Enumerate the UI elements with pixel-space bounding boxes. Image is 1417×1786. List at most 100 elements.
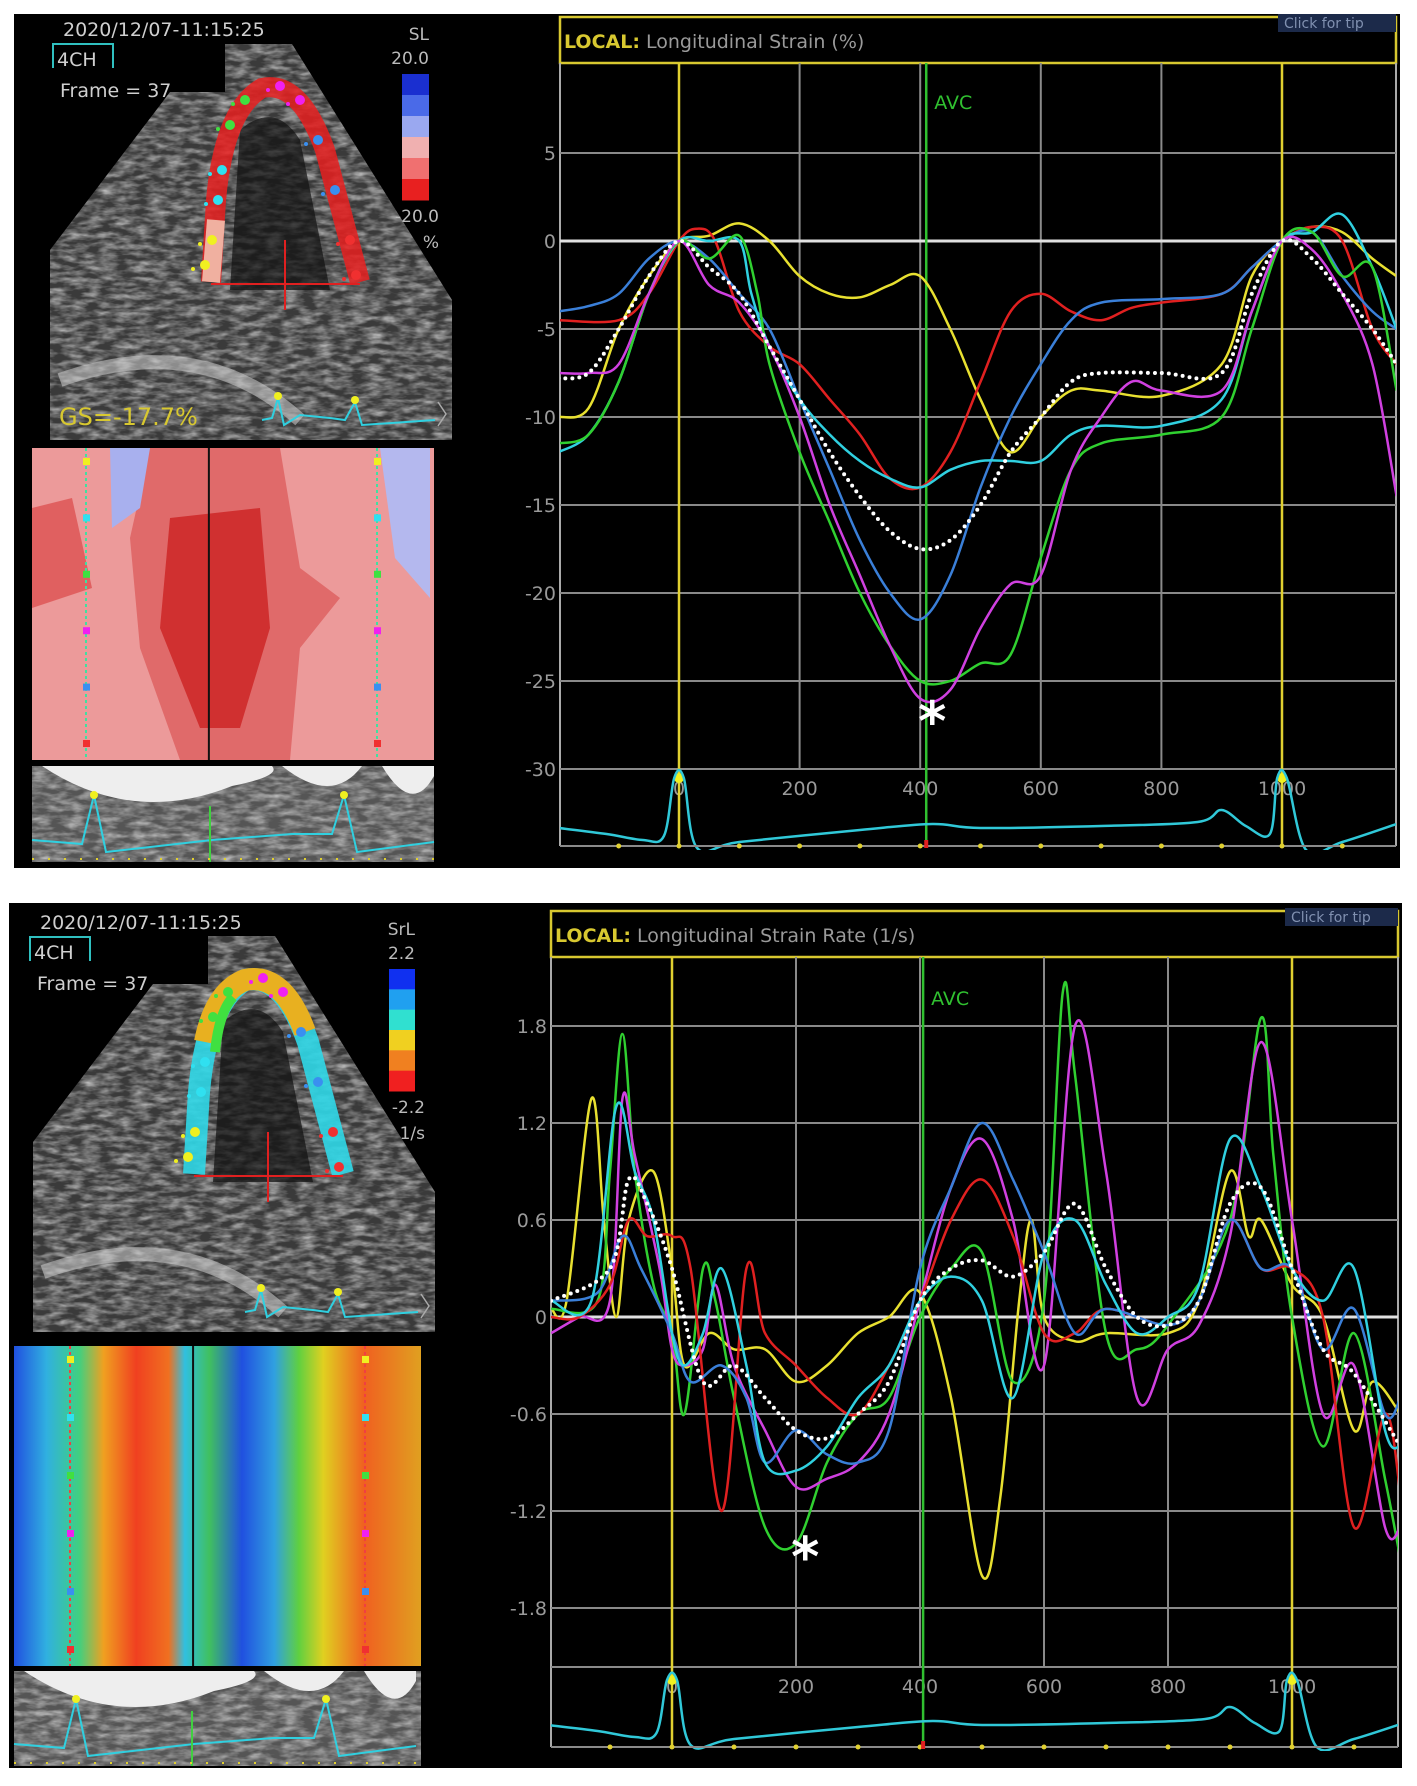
- segment-marker: [67, 1646, 74, 1653]
- view-box: [29, 936, 91, 961]
- tracking-point: [223, 987, 233, 997]
- segment-marker: [374, 627, 381, 635]
- time-tick: [676, 843, 682, 849]
- next-beat-icon[interactable]: [437, 401, 447, 427]
- time-tick: [1103, 1744, 1109, 1750]
- tracking-point: [199, 1019, 203, 1023]
- tracking-point: [275, 81, 285, 91]
- x-tick-label: 600: [1026, 1676, 1062, 1698]
- tracking-point: [296, 1027, 306, 1037]
- colorbar-title: SrL: [388, 920, 416, 940]
- colorbar-segment: [402, 158, 429, 180]
- current-frame-marker: [924, 840, 929, 848]
- colorbar-segment: [402, 116, 429, 138]
- tracking-point: [191, 1064, 195, 1068]
- tracking-point: [208, 1012, 218, 1022]
- tracking-point: [198, 242, 202, 246]
- y-tick-label: 0: [535, 1307, 547, 1329]
- time-tick: [978, 843, 983, 849]
- myocardium-segment: [202, 219, 225, 283]
- average-strain-curve: [551, 1174, 1398, 1447]
- click-for-tip-button[interactable]: [1285, 908, 1398, 926]
- tracking-point: [269, 994, 273, 998]
- ecg-marker: [72, 1695, 80, 1703]
- segment-marker: [374, 740, 381, 747]
- tracking-point: [191, 267, 195, 271]
- time-tick: [857, 843, 863, 849]
- time-tick: [917, 843, 923, 849]
- mmode-ecg-trace: [31, 791, 435, 854]
- segment-marker: [374, 458, 381, 465]
- peak-annotation-asterisk: *: [918, 690, 946, 753]
- peak-annotation-asterisk: *: [791, 1525, 819, 1588]
- time-tick: [1041, 1744, 1047, 1750]
- colorbar-segment: [402, 179, 429, 201]
- time-tick: [669, 1744, 675, 1750]
- mmode-region: [160, 508, 270, 728]
- time-tick: [1289, 1744, 1295, 1750]
- time-tick: [793, 1744, 799, 1750]
- x-tick-label: 400: [902, 1676, 938, 1698]
- tracking-point: [342, 277, 346, 281]
- time-tick: [1227, 1744, 1233, 1750]
- y-tick-label: 0.6: [517, 1210, 547, 1232]
- tracking-point: [181, 1134, 185, 1138]
- chart-title-box: [549, 909, 1400, 959]
- ecg-marker: [274, 392, 282, 400]
- colorbar-segment: [402, 74, 429, 96]
- tracking-point: [313, 1077, 323, 1087]
- chart-title-prefix: LOCAL:: [564, 31, 640, 53]
- segment-strain-curve: [551, 1121, 1398, 1465]
- tracking-point: [313, 135, 323, 145]
- mmode-strain-rate-map: [14, 1346, 421, 1666]
- time-tick: [736, 843, 742, 849]
- segment-marker: [83, 458, 90, 465]
- tracking-point: [336, 242, 340, 246]
- x-tick-label: 800: [1150, 1676, 1186, 1698]
- y-tick-label: 1.8: [517, 1016, 547, 1038]
- y-tick-label: -10: [525, 407, 556, 429]
- y-tick-label: -5: [537, 319, 556, 341]
- segment-marker: [362, 1414, 369, 1421]
- ecg-trace: [560, 768, 1396, 850]
- time-tick: [1351, 1744, 1357, 1750]
- current-frame-marker: [921, 1741, 926, 1749]
- segment-marker: [362, 1530, 369, 1537]
- tracking-point: [200, 1057, 210, 1067]
- tracking-point: [278, 987, 288, 997]
- y-tick-label: -15: [525, 495, 556, 517]
- colorbar-min: -2.2: [392, 1098, 425, 1118]
- ecg-marker: [257, 1284, 265, 1292]
- mmode-bright-structure: [264, 1671, 416, 1699]
- colorbar-segment: [389, 1050, 415, 1072]
- tracking-point: [321, 192, 325, 196]
- ecg-marker: [351, 396, 359, 404]
- next-beat-icon[interactable]: [420, 1293, 430, 1319]
- colorbar-segment: [389, 969, 415, 990]
- ecg-r-wave-marker: [674, 773, 684, 783]
- colorbar-segment: [389, 989, 415, 1011]
- colorbar-segment: [389, 1030, 415, 1051]
- time-tick: [1158, 843, 1164, 849]
- y-tick-label: -30: [525, 759, 556, 781]
- segment-strain-curve: [551, 1096, 1398, 1580]
- echo-bright-band: [57, 355, 305, 426]
- view-label: 4CH: [57, 49, 97, 71]
- echo-image: [50, 44, 452, 440]
- colorbar-segment: [402, 137, 429, 159]
- lv-cavity: [213, 1009, 313, 1182]
- tracking-point: [351, 270, 361, 280]
- frame-label: Frame = 37: [60, 80, 171, 102]
- tracking-point: [258, 973, 268, 983]
- tracking-point: [214, 994, 218, 998]
- x-tick-label: 400: [902, 778, 938, 800]
- tracking-point: [328, 1127, 338, 1137]
- y-tick-label: -1.2: [510, 1501, 547, 1523]
- tracking-point: [286, 102, 290, 106]
- ecg-marker: [90, 791, 98, 799]
- segment-marker: [67, 1414, 74, 1421]
- click-for-tip-button[interactable]: [1278, 14, 1396, 32]
- timestamp: 2020/12/07-11:15:25: [40, 912, 242, 934]
- tracking-point: [345, 235, 355, 245]
- echo-image: [33, 936, 435, 1332]
